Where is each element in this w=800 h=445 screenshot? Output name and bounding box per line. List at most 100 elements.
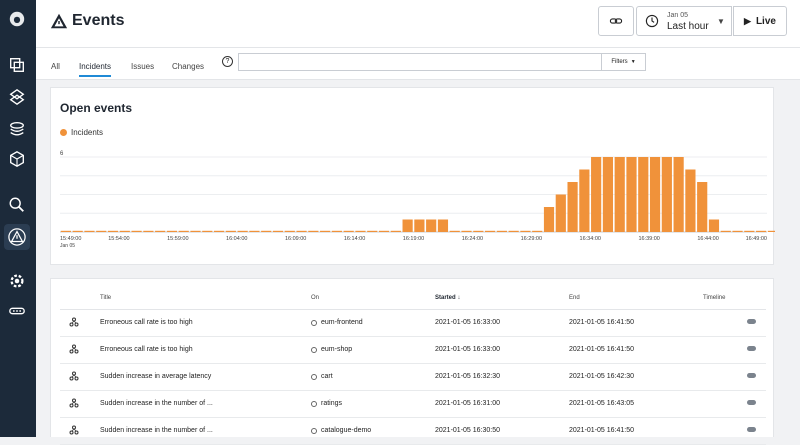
row-title[interactable]: Erroneous call rate is too high xyxy=(100,309,311,337)
chart-bar[interactable] xyxy=(308,230,319,232)
chart-bar[interactable] xyxy=(355,230,366,232)
row-title[interactable]: Sudden increase in the number of ... xyxy=(100,417,311,445)
chart-bar[interactable] xyxy=(225,230,236,232)
chart-bar[interactable] xyxy=(390,230,401,232)
chart-bar[interactable] xyxy=(402,219,413,233)
chart-bar[interactable] xyxy=(96,230,107,232)
chart-bar[interactable] xyxy=(697,182,708,232)
chart-bar[interactable] xyxy=(261,230,272,232)
chart-bar[interactable] xyxy=(272,230,284,232)
chart-bar[interactable] xyxy=(732,230,743,232)
chart-bar[interactable] xyxy=(296,230,307,232)
row-on[interactable]: eum-frontend xyxy=(321,319,363,326)
chart-legend[interactable]: Incidents xyxy=(60,128,103,137)
chart-bar[interactable] xyxy=(485,230,496,232)
chart-bar[interactable] xyxy=(378,230,390,232)
chart-bar[interactable] xyxy=(202,230,213,232)
column-header-on[interactable]: On xyxy=(311,288,435,310)
chart-bar[interactable] xyxy=(496,230,507,232)
events-icon[interactable] xyxy=(4,224,30,250)
chart-bar[interactable] xyxy=(720,230,731,232)
tab-all[interactable]: All xyxy=(51,62,60,71)
analytics-search-icon[interactable] xyxy=(6,194,28,216)
chart-bar[interactable] xyxy=(461,230,472,232)
row-on[interactable]: catalogue-demo xyxy=(321,427,372,434)
chart-bar[interactable] xyxy=(60,230,71,232)
chart-bar[interactable] xyxy=(119,230,130,232)
row-on[interactable]: ratings xyxy=(321,400,343,407)
help-icon[interactable]: ? xyxy=(222,56,233,67)
time-picker-button[interactable]: Jan 05 Last hour ▼ xyxy=(636,6,732,36)
chart-bar[interactable] xyxy=(155,230,166,232)
table-row[interactable]: Sudden increase in the number of ... cata… xyxy=(60,417,766,445)
column-header-started[interactable]: Started ↓ xyxy=(435,288,569,310)
services-icon[interactable] xyxy=(6,86,28,108)
chart-bar[interactable] xyxy=(614,157,625,232)
chart-bar[interactable] xyxy=(213,230,225,232)
chart-bar[interactable] xyxy=(426,219,437,233)
platforms-icon[interactable] xyxy=(6,118,28,140)
chart-bar[interactable] xyxy=(591,157,602,232)
chart-bar[interactable] xyxy=(331,230,342,232)
row-on[interactable]: cart xyxy=(321,373,333,380)
tab-changes[interactable]: Changes xyxy=(172,62,205,71)
chart-bar[interactable] xyxy=(414,219,425,233)
search-input[interactable] xyxy=(238,53,602,71)
chart-bar[interactable] xyxy=(166,230,178,232)
table-row[interactable]: Sudden increase in the number of ... rati… xyxy=(60,390,766,418)
tab-issues[interactable]: Issues xyxy=(131,62,155,71)
filters-dropdown[interactable]: Filters ▼ xyxy=(602,53,646,71)
chart-bar[interactable] xyxy=(343,230,354,232)
column-header-title[interactable]: Title xyxy=(100,288,311,310)
table-row[interactable]: Sudden increase in average latency cart 20… xyxy=(60,363,766,391)
chart-bar[interactable] xyxy=(367,230,378,232)
chart-bar[interactable] xyxy=(249,230,260,232)
chart-bar[interactable] xyxy=(178,230,189,232)
chart-bar[interactable] xyxy=(661,157,672,232)
chart-bar[interactable] xyxy=(767,230,775,232)
chart-bar[interactable] xyxy=(473,230,484,232)
table-row[interactable]: Erroneous call rate is too high eum-shop 2… xyxy=(60,336,766,364)
more-icon[interactable] xyxy=(6,300,28,322)
row-title[interactable]: Sudden increase in average latency xyxy=(100,363,311,391)
chart-bar[interactable] xyxy=(143,230,154,232)
chart-bar[interactable] xyxy=(107,230,119,232)
chart-bar[interactable] xyxy=(756,230,767,232)
chart-bar[interactable] xyxy=(190,230,201,232)
chart-bar[interactable] xyxy=(84,230,95,232)
chart-bar[interactable] xyxy=(131,230,142,232)
chart-bar[interactable] xyxy=(567,182,578,232)
chart-bar[interactable] xyxy=(744,230,755,232)
chart-bar[interactable] xyxy=(649,157,661,232)
chart-bar[interactable] xyxy=(673,157,684,232)
chart-bar[interactable] xyxy=(579,169,590,233)
application-perspectives-icon[interactable] xyxy=(6,54,28,76)
column-header-end[interactable]: End xyxy=(569,288,703,310)
open-events-chart[interactable]: 6 15:49:00 15:54:00 15:59:00 16:04:00 16:09:0… xyxy=(51,148,775,266)
chart-bar[interactable] xyxy=(520,230,531,232)
copy-link-button[interactable] xyxy=(598,6,634,36)
chart-bar[interactable] xyxy=(555,194,566,233)
chart-bar[interactable] xyxy=(284,230,295,232)
chart-bar[interactable] xyxy=(532,230,543,232)
infrastructure-icon[interactable] xyxy=(6,148,28,170)
chart-bar[interactable] xyxy=(685,169,696,233)
chart-bar[interactable] xyxy=(72,230,83,232)
chart-bar[interactable] xyxy=(602,157,614,232)
chart-bar[interactable] xyxy=(508,230,519,232)
chart-bar[interactable] xyxy=(449,230,460,232)
row-title[interactable]: Erroneous call rate is too high xyxy=(100,336,311,364)
chart-bar[interactable] xyxy=(437,219,449,233)
chart-bar[interactable] xyxy=(320,230,331,232)
table-row[interactable]: Erroneous call rate is too high eum-front… xyxy=(60,309,766,337)
chart-bar[interactable] xyxy=(543,207,555,232)
chart-bar[interactable] xyxy=(638,157,649,232)
settings-icon[interactable] xyxy=(6,270,28,292)
tab-incidents[interactable]: Incidents xyxy=(79,62,112,77)
live-button[interactable]: ▶ Live xyxy=(733,6,787,36)
logo-icon[interactable] xyxy=(6,8,28,30)
row-on[interactable]: eum-shop xyxy=(321,346,353,353)
row-title[interactable]: Sudden increase in the number of ... xyxy=(100,390,311,418)
chart-bar[interactable] xyxy=(708,219,720,233)
chart-bar[interactable] xyxy=(237,230,248,232)
